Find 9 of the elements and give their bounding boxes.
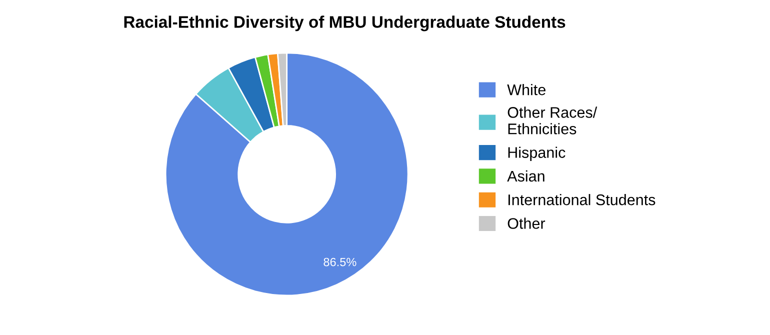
legend-label: Asian (507, 170, 544, 182)
legend-label: White (507, 84, 546, 96)
legend-label: International Students (508, 194, 656, 206)
legend-label: Other (508, 218, 546, 229)
legend-label: Hispanic (508, 146, 566, 161)
chart-title: Racial-Ethnic Diversity of MBU Undergraduate Students (124, 16, 566, 32)
donut-slice (164, 52, 409, 296)
data-label: 86.5% (324, 258, 356, 266)
legend-label: Other Races/ Ethnicities (508, 106, 598, 134)
